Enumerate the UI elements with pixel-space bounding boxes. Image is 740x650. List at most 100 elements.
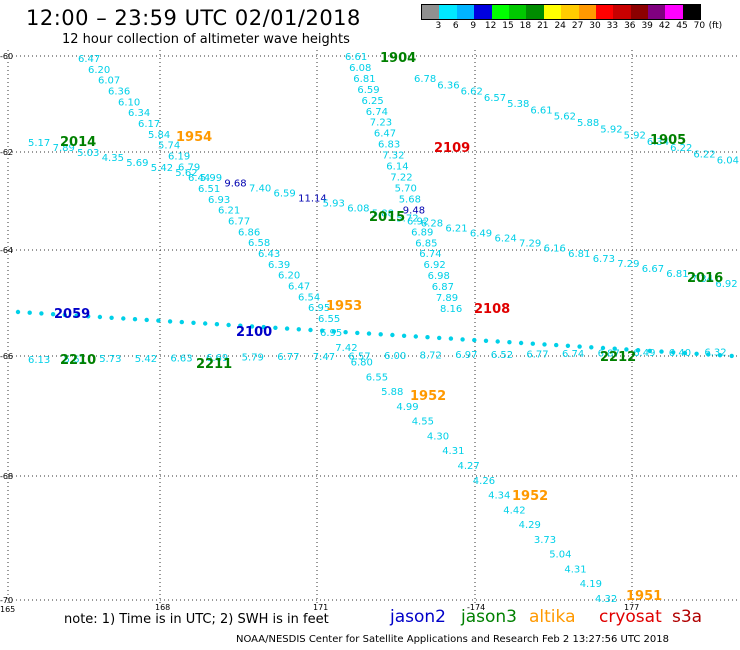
wave-height-value: 6.81 — [568, 249, 590, 260]
legend-value: 15 — [502, 21, 514, 31]
wave-height-marker — [565, 343, 571, 348]
wave-height-marker — [717, 353, 723, 358]
legend-swatch — [648, 5, 666, 19]
wave-height-value: 5.03 — [77, 148, 99, 159]
legend-value: 18 — [519, 21, 532, 31]
wave-height-value: 7.89 — [436, 293, 458, 304]
wave-height-marker — [86, 314, 91, 319]
wave-height-marker — [320, 328, 325, 333]
wave-height-value: 5.72 — [396, 214, 418, 225]
wave-height-value: 6.77 — [228, 217, 250, 228]
page-subtitle: 12 hour collection of altimeter wave hei… — [62, 32, 350, 47]
wave-height-marker — [179, 319, 184, 325]
pass-time-label: 2014 — [60, 135, 96, 150]
pass-time-label: 2016 — [687, 271, 723, 286]
wave-height-value: 6.21 — [445, 224, 467, 235]
lon-tick-label: 177 — [624, 603, 639, 612]
wave-height-value: 6.21 — [218, 206, 240, 217]
wave-height-value: 6.81 — [666, 269, 688, 280]
credit-line: NOAA/NESDIS Center for Satellite Applica… — [236, 634, 669, 645]
wave-height-marker — [214, 322, 220, 327]
wave-height-value: 6.22 — [693, 149, 715, 160]
wave-height-marker — [144, 317, 149, 323]
wave-height-value: 6.61 — [345, 52, 367, 63]
wave-height-value: 7.29 — [519, 239, 541, 250]
wave-height-value: 4.31 — [564, 564, 586, 575]
wave-height-marker — [167, 319, 173, 324]
wave-height-value: 5.61 — [64, 355, 86, 366]
wave-height-marker — [624, 347, 629, 352]
wave-height-value: 6.25 — [362, 96, 384, 107]
wave-height-value: 4.29 — [519, 520, 541, 531]
pass-time-label: 2015 — [369, 210, 405, 225]
wave-height-value: 4.27 — [458, 461, 480, 472]
legend-value: 21 — [537, 21, 549, 31]
wave-height-value: 6.07 — [98, 76, 120, 87]
footnote: note: 1) Time is in UTC; 2) SWH is in fe… — [64, 612, 329, 627]
wave-height-value: 6.08 — [349, 63, 371, 74]
wave-height-marker — [448, 336, 454, 341]
wave-height-value: 7.34 — [691, 274, 713, 285]
wave-height-value: 5.88 — [381, 387, 403, 398]
wave-height-marker — [507, 340, 512, 345]
wave-height-value: 6.63 — [170, 353, 192, 364]
wave-height-value: 6.86 — [238, 227, 260, 238]
wave-height-value: 6.77 — [526, 349, 548, 360]
lon-tick-label: 171 — [313, 603, 328, 612]
legend-value: 27 — [571, 21, 584, 31]
wave-height-marker — [518, 340, 524, 346]
wave-height-value: 6.20 — [88, 65, 110, 76]
wave-height-value: 6.74 — [366, 107, 388, 118]
wave-height-value: 6.40 — [669, 348, 691, 359]
wave-height-marker — [366, 331, 372, 336]
wave-height-value: 6.92 — [715, 279, 737, 290]
legend-swatch — [665, 5, 683, 19]
legend-value: 9 — [470, 21, 477, 31]
wave-height-value: 6.62 — [461, 87, 483, 98]
wave-height-value: 6.59 — [274, 188, 296, 199]
wave-height-value: 3.73 — [534, 535, 556, 546]
wave-height-value: 5.42 — [151, 163, 173, 174]
lat-tick-label: -70 — [0, 596, 13, 605]
wave-height-value: 7.40 — [249, 183, 271, 194]
satellite-legend-item: altika — [529, 607, 576, 627]
wave-height-value: 5.69 — [126, 158, 148, 169]
legend-value: 45 — [676, 21, 688, 31]
wave-height-value: 6.08 — [347, 203, 369, 214]
wave-height-value: 6.49 — [470, 229, 492, 240]
wave-height-marker — [635, 348, 641, 353]
legend-swatch — [578, 5, 596, 19]
wave-height-value: 5.92 — [624, 131, 646, 142]
legend-unit: (ft) — [708, 21, 723, 31]
wave-height-value: 6.61 — [530, 105, 552, 116]
pass-time-labels: 1904 1954 2014 2109 1905 2015 2016 2059 1953 2108… — [54, 51, 723, 604]
satellite-legend-item: jason3 — [461, 607, 517, 627]
wave-height-value: 6.87 — [598, 349, 620, 360]
wave-height-value: 4.99 — [396, 402, 418, 413]
wave-height-value: 8.16 — [440, 304, 462, 315]
wave-height-marker — [460, 337, 465, 342]
legend-swatch — [613, 5, 631, 19]
wave-height-value: 6.78 — [414, 74, 436, 85]
legend-value: 42 — [658, 21, 671, 31]
legend-value: 30 — [589, 21, 601, 31]
wave-height-value: 6.79 — [178, 162, 200, 173]
lon-tick-label: 168 — [155, 603, 170, 612]
color-scale-legend: 3 6 9 12 15 18 21 24 27 30 33 36 39 42 45 70 (ft) — [421, 4, 722, 34]
wave-height-value: 6.97 — [455, 350, 477, 361]
wave-height-marker — [659, 349, 664, 354]
wave-height-value: 6.49 — [633, 348, 655, 359]
wave-height-value: 5.88 — [577, 118, 599, 129]
legend-value: 24 — [554, 21, 566, 31]
wave-height-marker — [495, 339, 500, 344]
wave-height-value: 5.68 — [399, 194, 421, 205]
wave-height-value: 6.73 — [593, 254, 615, 265]
wave-height-value: 7.32 — [382, 151, 404, 162]
legend-value: 33 — [606, 21, 619, 31]
color-scale-swatches — [421, 4, 702, 20]
wave-height-value: 6.32 — [704, 347, 726, 358]
wave-height-value: 6.19 — [168, 152, 190, 163]
wave-height-value: 6.28 — [421, 219, 443, 230]
legend-swatch — [456, 5, 475, 19]
